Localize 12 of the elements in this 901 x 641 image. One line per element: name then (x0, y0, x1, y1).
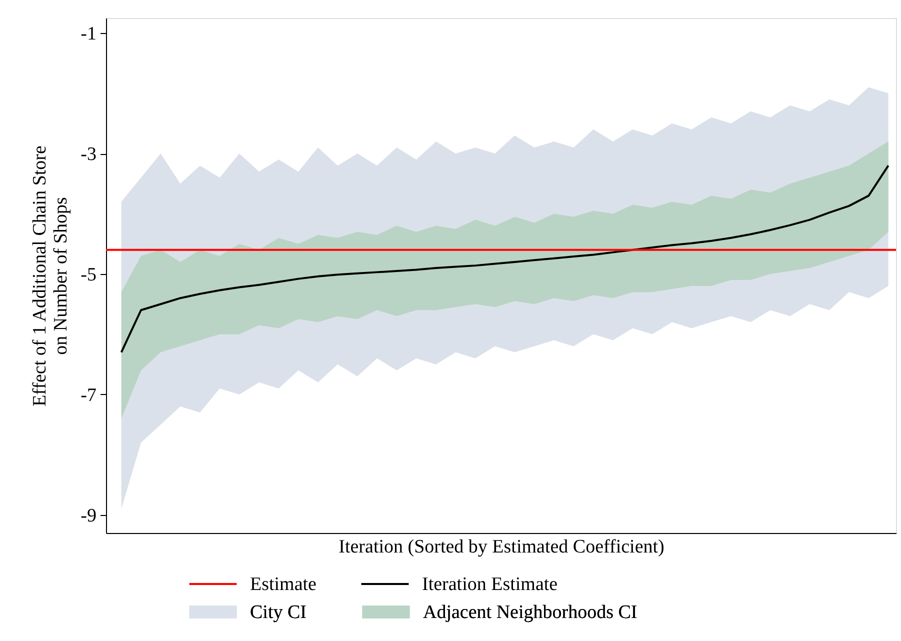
y-tick-label: -7 (80, 384, 96, 406)
legend-label: Iteration Estimate (422, 574, 558, 595)
x-axis-title: Iteration (Sorted by Estimated Coefficient) (338, 536, 664, 558)
y-axis-title: Effect of 1 Additional Chain Store on Number of Shops (30, 146, 72, 406)
y-tick-label: -1 (80, 24, 96, 45)
legend-label: Estimate (250, 574, 316, 595)
y-tick-label: -5 (80, 264, 96, 286)
y-tick-label: -9 (80, 505, 96, 526)
legend-label: City CI (250, 602, 306, 623)
y-tick-label: -3 (80, 144, 96, 166)
legend-label: Adjacent Neighborhoods CI (423, 602, 638, 623)
line-series (120, 164, 890, 354)
